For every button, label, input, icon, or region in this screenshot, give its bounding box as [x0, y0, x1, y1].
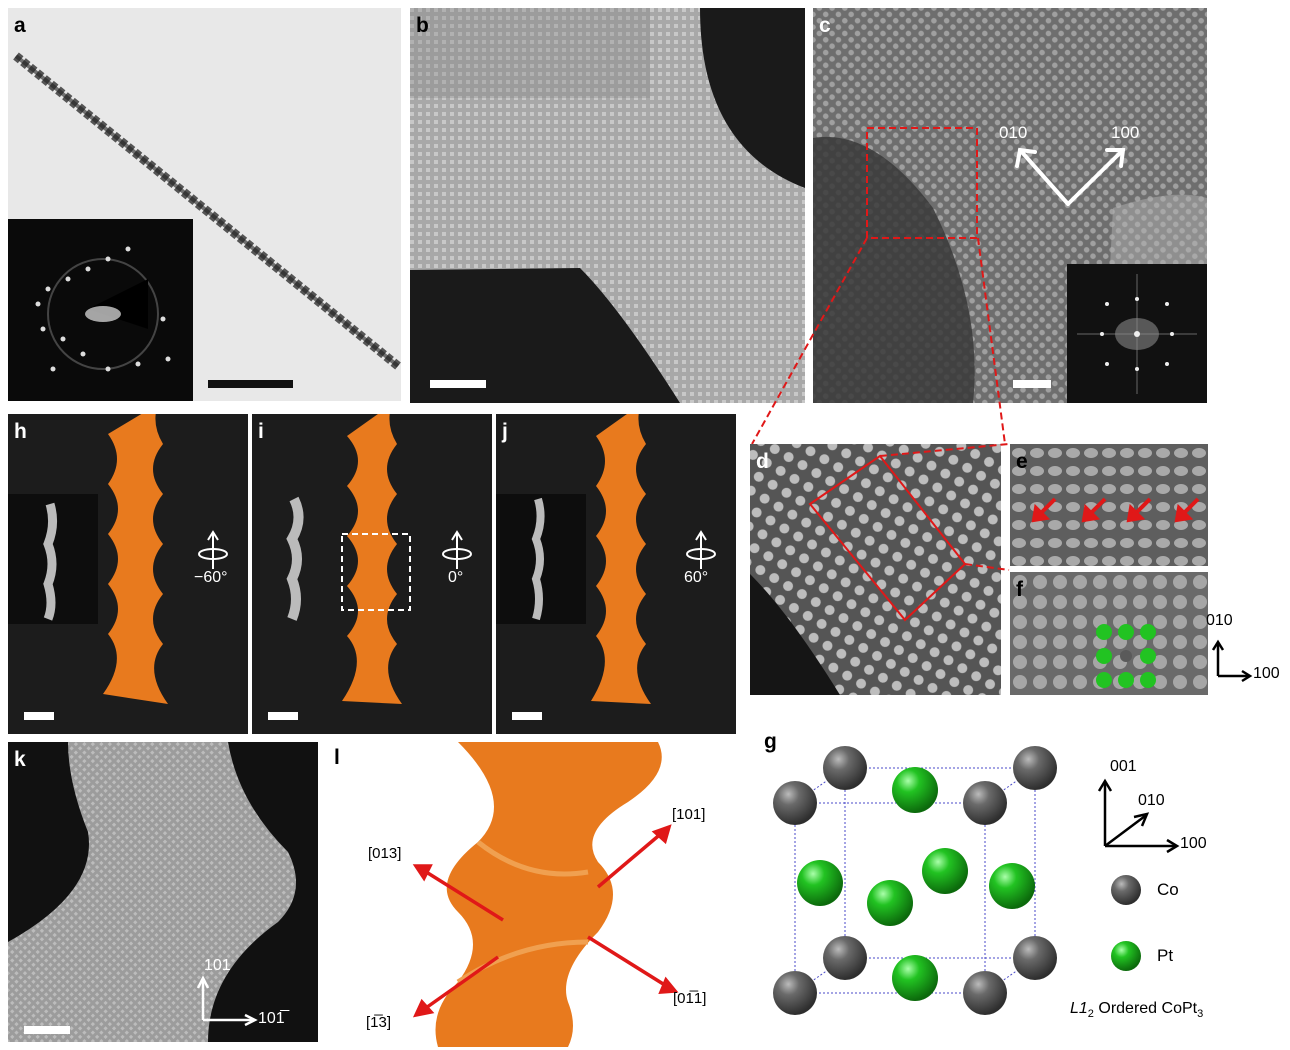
- scale-bar: [1013, 380, 1051, 388]
- panel-l: [013] [101] [1̅3] [01̅1] l: [328, 742, 738, 1047]
- direction-label-01bar1: [01̅1]: [673, 990, 707, 1007]
- co-atoms: [773, 746, 1057, 1015]
- panel-g: 001 010 100 Co Pt L12 Ordered CoPt3 g: [750, 728, 1285, 1046]
- structure-caption: L12 Ordered CoPt3: [1070, 1000, 1203, 1020]
- panel-d: d: [750, 444, 1001, 695]
- panel-f: f: [1010, 572, 1208, 695]
- scale-bar: [24, 712, 54, 720]
- legend-pt-icon: [1111, 941, 1141, 971]
- panel-label: l: [334, 746, 340, 769]
- f-axis-label-010: 010: [1206, 612, 1233, 629]
- tomogram-i: [286, 414, 472, 704]
- lattice-image-k: [8, 742, 296, 1042]
- panel-k: 101 101̅ k: [8, 742, 318, 1042]
- direction-label-100: 100: [1111, 123, 1140, 142]
- rotation-angle: −60°: [194, 569, 228, 586]
- scale-bar: [512, 712, 542, 720]
- panel-label: j: [502, 420, 508, 443]
- lattice-image-e: [1010, 444, 1208, 566]
- diffraction-inset: [8, 219, 193, 401]
- f-axis-arrows: [1211, 639, 1253, 683]
- g-axis-label-001: 001: [1110, 758, 1137, 775]
- direction-label-010: 010: [999, 123, 1028, 142]
- direction-label-1bar03: [1̅3]: [366, 1014, 392, 1031]
- f-axis-label-100: 100: [1253, 665, 1280, 682]
- rotation-angle: 0°: [448, 569, 464, 586]
- g-axis-label-010: 010: [1138, 792, 1165, 809]
- scale-bar: [208, 380, 293, 388]
- caption-sub3: 3: [1197, 1008, 1204, 1021]
- panel-h: −60° h: [8, 414, 248, 734]
- caption-sub: 2: [1087, 1008, 1094, 1021]
- k-axis-label-101: 101: [204, 957, 231, 974]
- panel-label: b: [416, 14, 429, 37]
- lattice-image-b: [410, 8, 805, 403]
- panel-label: c: [819, 14, 831, 37]
- panel-label: d: [756, 450, 769, 473]
- red-arrows: [1031, 497, 1200, 523]
- panel-label: h: [14, 420, 27, 443]
- lattice-image-f: [1010, 572, 1208, 695]
- lattice-image-d: [750, 444, 1001, 695]
- k-axis-label-10-1bar: 101̅: [258, 1010, 285, 1027]
- scale-bar: [430, 380, 486, 388]
- rotation-angle: 60°: [684, 569, 709, 586]
- crystal-structure: [773, 746, 1180, 1015]
- panel-j: 60° j: [496, 414, 736, 734]
- tomogram-j: [496, 414, 716, 704]
- fft-inset: [1067, 264, 1207, 403]
- atom-overlay: [1096, 624, 1156, 688]
- scale-bar: [24, 1026, 70, 1034]
- g-axis-label-100: 100: [1180, 835, 1207, 852]
- panel-label: k: [14, 748, 26, 771]
- panel-label: i: [258, 420, 264, 443]
- panel-c: 010 100 c: [813, 8, 1207, 403]
- direction-label-013: [013]: [368, 845, 402, 862]
- pt-atoms: [797, 767, 1035, 1001]
- panel-i: 0° i: [252, 414, 492, 734]
- legend-co-label: Co: [1157, 880, 1179, 899]
- legend-pt-label: Pt: [1157, 946, 1174, 965]
- panel-e: e: [1010, 444, 1208, 566]
- panel-label: a: [14, 14, 26, 37]
- nanowire-overview: [13, 52, 401, 370]
- caption-prefix: L1: [1070, 1000, 1088, 1017]
- panel-label: e: [1016, 450, 1028, 473]
- g-axis-arrows: [1097, 778, 1180, 854]
- legend-co-icon: [1111, 875, 1141, 905]
- panel-b: b: [410, 8, 805, 403]
- tomogram-zoom-l: [412, 742, 679, 1047]
- tomogram-h: [8, 414, 228, 704]
- panel-label: g: [764, 730, 777, 753]
- scale-bar: [268, 712, 298, 720]
- direction-label-101: [101]: [672, 806, 706, 823]
- panel-label: f: [1016, 578, 1023, 601]
- caption-text: Ordered CoPt: [1098, 1000, 1198, 1017]
- panel-a: a: [8, 8, 401, 401]
